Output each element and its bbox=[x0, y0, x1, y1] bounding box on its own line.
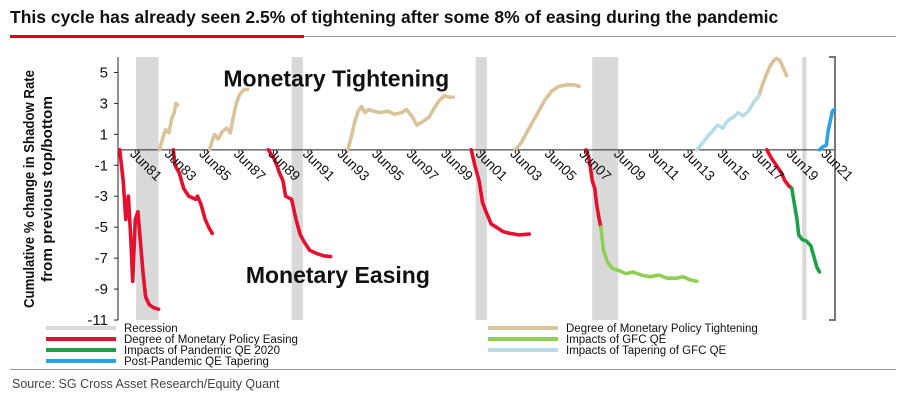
y-tick-label: -9 bbox=[95, 281, 108, 298]
x-tick-label: Jun91 bbox=[300, 146, 338, 184]
title-underline-accent bbox=[10, 35, 304, 38]
x-tick-label: Jun03 bbox=[507, 146, 545, 184]
y-axis-label: Cumulative % change in Shadow Rate from p… bbox=[21, 70, 56, 308]
x-tick-label: Jun11 bbox=[645, 146, 683, 184]
y-axis-label-line: from previous top/bottom bbox=[39, 96, 56, 282]
series-line-tapering bbox=[695, 93, 761, 152]
y-tick-label: 5 bbox=[100, 64, 108, 81]
y-tick-label: -1 bbox=[95, 157, 108, 174]
x-tick-label: Jun95 bbox=[369, 146, 407, 184]
x-tick-label: Jun13 bbox=[680, 146, 718, 184]
y-tick-label: -7 bbox=[95, 250, 108, 267]
series-line-easing bbox=[765, 148, 794, 191]
y-tick-label: -5 bbox=[95, 219, 108, 236]
x-tick-label: Jun97 bbox=[404, 146, 442, 184]
x-axis-ticks: Jun81Jun83Jun85Jun87Jun89Jun91Jun93Jun95… bbox=[127, 146, 857, 184]
series-line-easing bbox=[584, 148, 603, 229]
series-line-tightening bbox=[346, 93, 455, 152]
right-bracket bbox=[829, 56, 836, 321]
series-line-tightening bbox=[157, 101, 180, 152]
y-tick-label: 1 bbox=[100, 126, 108, 143]
chart-title: This cycle has already seen 2.5% of tigh… bbox=[10, 7, 779, 27]
y-axis-label-line: Cumulative % change in Shadow Rate bbox=[21, 70, 38, 308]
series-line-post_pandemic bbox=[817, 107, 836, 152]
series-line-easing bbox=[171, 148, 214, 236]
series-lines bbox=[117, 56, 836, 311]
series-line-tightening bbox=[757, 56, 789, 98]
series-line-tightening bbox=[207, 87, 250, 152]
title-underline-rule bbox=[304, 36, 896, 37]
annotations: Monetary Tightening Monetary Easing bbox=[223, 65, 449, 287]
x-tick-label: Jun93 bbox=[334, 146, 372, 184]
series-line-tightening bbox=[513, 83, 582, 152]
x-tick-label: Jun21 bbox=[818, 146, 856, 184]
x-tick-label: Jun87 bbox=[231, 146, 269, 184]
x-tick-label: Jun05 bbox=[542, 146, 580, 184]
recession-band bbox=[802, 57, 807, 320]
y-axis-ticks: 5 3 1 -1 -3 -5 -7 -9 -11 bbox=[87, 64, 118, 329]
footer-rule bbox=[10, 369, 896, 370]
y-tick-label: 3 bbox=[100, 95, 108, 112]
series-line-easing bbox=[469, 148, 531, 237]
recession-band bbox=[291, 57, 303, 320]
legend-label: Impacts of Pandemic QE 2020 bbox=[124, 345, 280, 357]
legend-label: Degree of Monetary Policy Easing bbox=[124, 334, 298, 346]
annotation-label: Monetary Easing bbox=[246, 262, 430, 288]
series-line-easing bbox=[117, 148, 161, 311]
shadow-rate-chart: Jun81Jun83Jun85Jun87Jun89Jun91Jun93Jun95… bbox=[21, 56, 857, 368]
series-line-easing bbox=[266, 148, 333, 259]
legend: Recession Degree of Monetary Policy Tight… bbox=[46, 323, 758, 368]
y-tick-label: -11 bbox=[87, 312, 108, 329]
source-note: Source: SG Cross Asset Research/Equity Q… bbox=[12, 377, 280, 391]
x-tick-label: Jun85 bbox=[196, 146, 234, 184]
y-tick-label: -3 bbox=[95, 188, 108, 205]
series-line-gfc_qe bbox=[599, 225, 699, 284]
legend-label: Recession bbox=[124, 323, 178, 335]
legend-label: Post-Pandemic QE Tapering bbox=[124, 356, 269, 368]
legend-label: Impacts of Tapering of GFC QE bbox=[566, 345, 727, 357]
x-tick-label: Jun15 bbox=[715, 146, 753, 184]
axes bbox=[117, 56, 836, 321]
legend-label: Impacts of GFC QE bbox=[566, 334, 667, 346]
annotation-label: Monetary Tightening bbox=[223, 65, 449, 91]
recession-bands bbox=[136, 57, 807, 320]
series-line-pandemic_qe bbox=[790, 186, 822, 274]
legend-label: Degree of Monetary Policy Tightening bbox=[566, 323, 758, 335]
recession-band bbox=[136, 57, 159, 320]
